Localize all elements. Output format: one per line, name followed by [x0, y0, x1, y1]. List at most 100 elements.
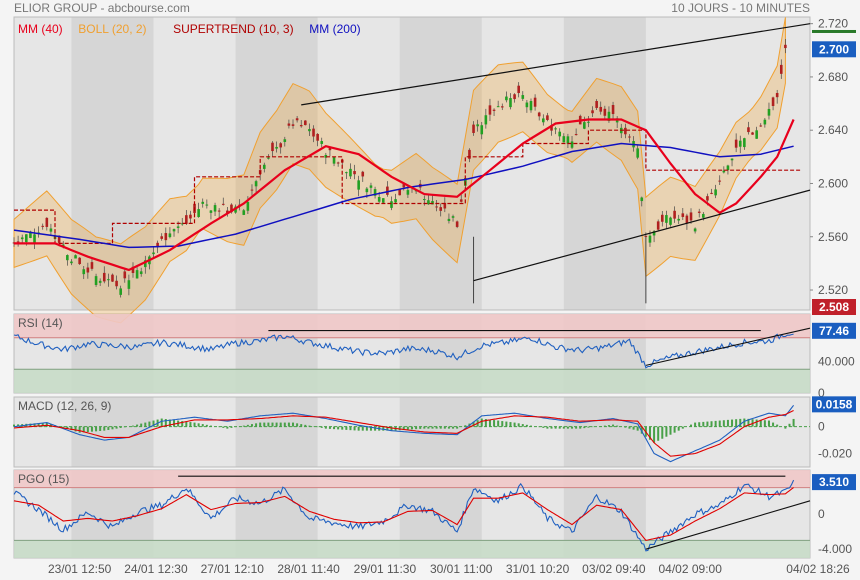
macd-histogram-bar: [374, 426, 377, 431]
macd-histogram-bar: [197, 423, 200, 427]
macd-histogram-bar: [33, 423, 36, 427]
macd-histogram-bar: [201, 424, 204, 427]
macd-histogram-bar: [661, 426, 664, 439]
candle-body: [525, 102, 529, 108]
macd-histogram-bar: [702, 421, 705, 427]
y-tick-label: 2.520: [818, 283, 848, 297]
candle-body: [143, 260, 147, 268]
candle-body: [299, 125, 303, 127]
candle-body: [743, 138, 746, 148]
candle-body: [747, 127, 750, 133]
macd-histogram-bar: [292, 422, 295, 427]
macd-histogram-bar: [583, 426, 586, 429]
overbought-zone: [14, 314, 810, 338]
macd-histogram-bar: [628, 426, 631, 429]
supertrend-line: [14, 129, 802, 244]
macd-histogram-bar: [607, 425, 610, 427]
candle-body: [189, 214, 192, 219]
candle-body: [685, 215, 689, 224]
last-price-marker: [812, 29, 856, 33]
candle-body: [722, 170, 726, 173]
trend-channel-line: [301, 23, 811, 106]
candle-body: [279, 143, 283, 148]
y-tick-label: -0.020: [818, 447, 852, 461]
macd-histogram-bar: [246, 424, 249, 427]
macd-histogram-bar: [509, 422, 512, 427]
x-tick-label: 03/02 09:40: [582, 562, 646, 576]
candle-body: [636, 148, 639, 158]
macd-histogram-bar: [497, 420, 500, 427]
macd-histogram-bar: [103, 426, 106, 431]
candle-body: [353, 171, 356, 175]
candle-body: [152, 252, 155, 255]
candle-body: [349, 168, 352, 177]
candle-body: [521, 95, 525, 99]
macd-histogram-bar: [283, 422, 286, 427]
macd-histogram-bar: [423, 426, 426, 429]
macd-histogram-bar: [739, 418, 742, 427]
candle-body: [94, 276, 98, 285]
candle-body: [665, 215, 668, 223]
y-tick-label: 2.720: [818, 17, 848, 31]
day-stripe: [563, 17, 646, 310]
macd-histogram-bar: [131, 425, 134, 427]
candle-body: [611, 105, 615, 115]
macd-histogram-bar: [726, 419, 729, 427]
trend-line: [645, 500, 811, 550]
candle-body: [714, 189, 717, 196]
macd-histogram-bar: [669, 426, 672, 435]
macd-histogram-bar: [341, 426, 344, 430]
macd-histogram-bar: [636, 426, 639, 431]
oversold-zone: [14, 540, 810, 558]
candle-body: [726, 165, 730, 171]
macd-histogram-bar: [566, 426, 569, 429]
macd-histogram-bar: [521, 424, 524, 427]
y-tick-label: 0: [818, 386, 825, 400]
day-stripe: [71, 17, 154, 310]
macd-histogram-bar: [296, 423, 299, 427]
candle-body: [135, 270, 139, 279]
mm40-line: [14, 118, 795, 272]
candle-body: [61, 244, 65, 247]
candle-body: [480, 125, 484, 135]
candle-body: [603, 108, 607, 116]
macd-histogram-bar: [361, 426, 364, 431]
candle-body: [669, 217, 672, 225]
chart-title: ELIOR GROUP - abcbourse.com: [14, 1, 190, 15]
macd-histogram-bar: [616, 425, 619, 427]
candle-body: [295, 118, 299, 121]
macd-histogram-bar: [304, 424, 307, 427]
candle-body: [759, 125, 763, 127]
macd-histogram-bar: [648, 426, 651, 440]
candle-body: [513, 94, 516, 100]
last-price-badge: 2.700: [819, 42, 849, 56]
day-stripe: [235, 17, 318, 310]
candle-body: [197, 209, 200, 218]
candle-body: [546, 115, 549, 120]
candle-body: [164, 233, 168, 241]
candle-body: [386, 186, 389, 195]
macd-histogram-bar: [411, 426, 413, 430]
macd-histogram-bar: [402, 426, 405, 430]
candle-body: [267, 157, 270, 159]
macd-histogram-bar: [698, 422, 701, 427]
candle-body: [221, 203, 225, 205]
macd-histogram-bar: [706, 421, 709, 427]
candle-body: [168, 233, 172, 238]
candle-body: [455, 221, 459, 227]
macd-histogram-bar: [735, 419, 738, 427]
candle-body: [369, 185, 373, 188]
macd-histogram-bar: [255, 423, 258, 427]
candle-body: [45, 217, 49, 227]
candle-body: [406, 190, 410, 195]
candle-body: [775, 92, 779, 98]
macd-histogram-bar: [546, 426, 549, 429]
candle-body: [443, 202, 447, 209]
macd-histogram-bar: [226, 426, 229, 429]
macd-histogram-bar: [673, 426, 676, 433]
candle-body: [394, 199, 397, 203]
candle-body: [566, 136, 570, 144]
candle-body: [139, 271, 143, 275]
candle-body: [332, 157, 336, 164]
